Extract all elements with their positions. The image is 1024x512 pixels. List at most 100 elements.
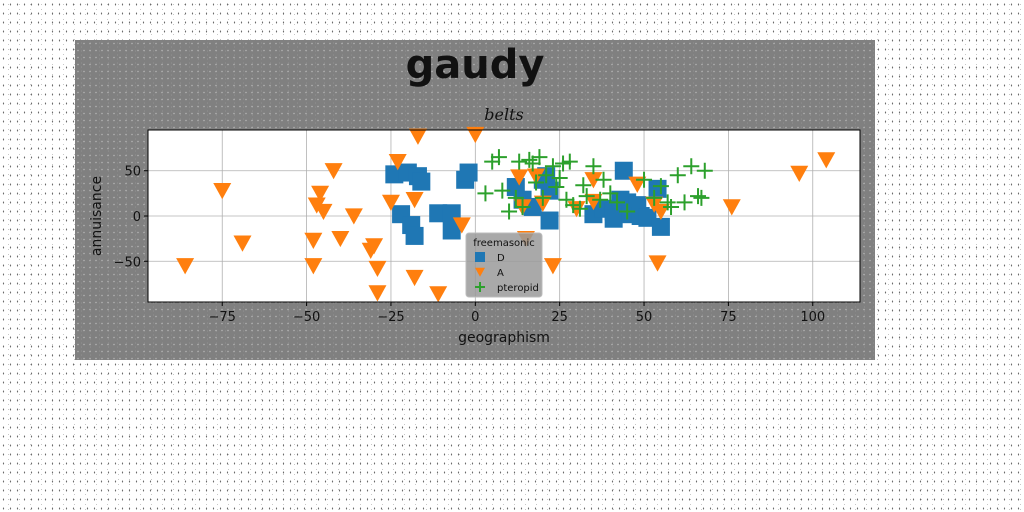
chart-title: gaudy: [406, 42, 545, 88]
legend-marker-pteropid: [475, 282, 485, 292]
point-pteropid: [585, 158, 602, 175]
point-a: [584, 193, 603, 211]
point-pteropid: [595, 171, 612, 188]
point-d: [604, 209, 623, 228]
chart-subtitle: belts: [484, 105, 523, 124]
y-tick-label: −50: [114, 255, 141, 270]
data-points: [176, 126, 836, 303]
point-a: [368, 260, 387, 278]
x-tick-label: −50: [293, 310, 320, 325]
x-tick-label: 100: [800, 310, 825, 325]
point-pteropid: [548, 179, 565, 196]
point-a: [722, 199, 741, 216]
y-tick-label: 0: [133, 210, 141, 225]
y-axis-label: annuisance: [89, 176, 105, 256]
point-pteropid: [544, 158, 561, 175]
point-d: [540, 211, 559, 230]
point-a: [331, 230, 350, 248]
point-d: [459, 163, 478, 182]
x-tick-label: −75: [209, 310, 236, 325]
legend-box: [465, 232, 543, 298]
point-pteropid: [646, 189, 663, 206]
point-pteropid: [514, 198, 531, 215]
point-pteropid: [477, 185, 494, 202]
point-a: [381, 194, 400, 211]
point-pteropid: [521, 151, 538, 168]
point-a: [429, 286, 448, 303]
point-pteropid: [636, 171, 653, 188]
point-pteropid: [507, 189, 524, 206]
point-pteropid: [551, 169, 568, 186]
point-a: [368, 285, 387, 302]
point-pteropid: [501, 203, 518, 220]
point-pteropid: [652, 178, 669, 195]
point-pteropid: [609, 194, 626, 211]
point-pteropid: [528, 174, 545, 191]
figure-background: gaudy belts −75 −50 −25 0 25 50 75 100 −50 0 50 ge…: [75, 40, 875, 360]
point-pteropid: [531, 149, 548, 166]
point-a: [405, 269, 424, 287]
point-a: [543, 258, 562, 275]
point-pteropid: [575, 177, 592, 194]
point-a: [233, 235, 252, 252]
point-pteropid: [676, 194, 693, 211]
y-tick-label: 50: [124, 165, 141, 180]
legend-label-pteropid: pteropid: [497, 283, 539, 294]
point-pteropid: [490, 149, 507, 166]
point-a: [388, 154, 407, 171]
point-d: [614, 161, 633, 180]
point-a: [304, 232, 323, 249]
point-pteropid: [571, 200, 588, 217]
series-pteropid: [477, 149, 713, 220]
x-tick-label: 0: [471, 310, 479, 325]
point-pteropid: [669, 167, 686, 184]
axis-ticks: −75 −50 −25 0 25 50 75 100 −50 0 50: [114, 165, 826, 325]
point-a: [452, 217, 471, 234]
point-a: [324, 163, 343, 180]
point-pteropid: [511, 153, 528, 170]
point-a: [466, 126, 485, 144]
x-tick-label: −25: [377, 310, 404, 325]
point-pteropid: [696, 162, 713, 179]
x-tick-label: 75: [720, 310, 737, 325]
point-pteropid: [683, 158, 700, 175]
legend-label-a: A: [497, 268, 504, 279]
series-d: [385, 161, 670, 245]
point-pteropid: [592, 191, 609, 208]
point-d: [412, 172, 431, 191]
point-a: [510, 169, 529, 186]
x-tick-label: 50: [636, 310, 653, 325]
point-a: [365, 238, 384, 255]
point-pteropid: [602, 185, 619, 202]
x-tick-label: 25: [551, 310, 568, 325]
point-a: [304, 258, 323, 275]
point-a: [648, 255, 667, 272]
point-a: [176, 258, 195, 275]
point-pteropid: [561, 153, 578, 170]
point-d: [442, 221, 461, 240]
point-pteropid: [663, 198, 680, 215]
x-axis-label: geographism: [458, 330, 550, 346]
point-pteropid: [534, 189, 551, 206]
scatter-chart: gaudy belts −75 −50 −25 0 25 50 75 100 −50 0 50 ge…: [89, 42, 861, 346]
point-a: [817, 152, 836, 169]
point-a: [405, 192, 424, 209]
point-pteropid: [565, 197, 582, 214]
point-pteropid: [538, 167, 555, 184]
point-d: [648, 179, 667, 198]
point-a: [344, 208, 363, 225]
point-pteropid: [555, 155, 572, 172]
point-d: [405, 226, 424, 245]
legend-label-d: D: [497, 253, 505, 264]
point-a: [584, 172, 603, 189]
point-pteropid: [494, 182, 511, 199]
point-a: [314, 203, 333, 221]
point-a: [311, 185, 330, 202]
point-a: [213, 183, 232, 200]
point-pteropid: [693, 189, 710, 206]
point-pteropid: [524, 155, 541, 172]
legend-marker-a: [475, 267, 485, 277]
legend-title: freemasonic: [473, 238, 535, 249]
point-a: [408, 128, 427, 145]
